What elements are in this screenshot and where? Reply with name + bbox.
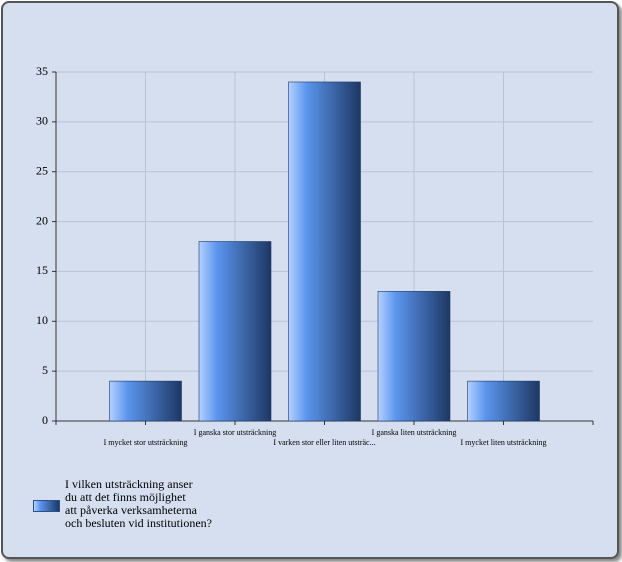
bar	[377, 291, 451, 422]
bar	[467, 380, 540, 422]
x-tick-label: I varken stor eller liten utsträc...	[273, 438, 375, 447]
bar	[109, 380, 182, 422]
x-tick-label: I ganska liten utsträckning	[372, 428, 457, 437]
y-tick-label: 30	[36, 114, 48, 128]
x-tick-label: I mycket stor utsträckning	[104, 438, 188, 447]
legend-label: I vilken utsträckning anser du att det f…	[65, 477, 212, 530]
bar	[198, 241, 272, 422]
legend-swatch	[33, 500, 60, 512]
y-tick-label: 35	[36, 64, 48, 78]
bar	[288, 81, 361, 422]
y-tick-label: 5	[42, 363, 48, 377]
y-tick-label: 0	[42, 413, 48, 427]
y-tick-label: 25	[36, 163, 48, 177]
x-tick-label: I mycket liten utsträckning	[461, 438, 547, 447]
y-tick-label: 15	[36, 263, 48, 277]
y-tick-label: 20	[36, 213, 48, 227]
y-tick-label: 10	[36, 313, 48, 327]
x-tick-label: I ganska stor utsträckning	[194, 428, 276, 437]
